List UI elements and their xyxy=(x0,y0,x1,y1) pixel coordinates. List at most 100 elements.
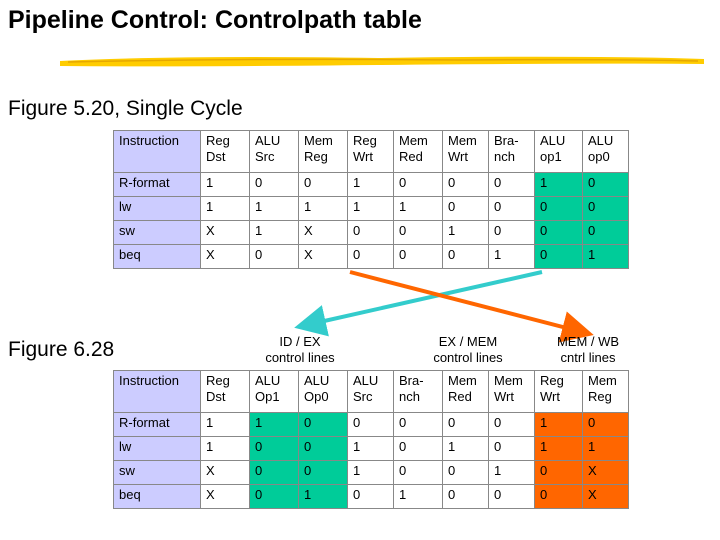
signal-cell: 0 xyxy=(393,436,443,461)
signal-cell: 0 xyxy=(442,484,489,509)
signal-cell: X xyxy=(200,244,250,269)
signal-cell: 0 xyxy=(488,436,535,461)
column-header-line: Wrt xyxy=(353,149,373,164)
signal-cell: 0 xyxy=(347,412,394,437)
signal-cell: 0 xyxy=(582,220,629,245)
instruction-cell: sw xyxy=(113,220,201,245)
single-cycle-control-table: Instruction Reg Dst ALU Src Mem Reg Reg Wrt Mem Re… xyxy=(113,130,629,269)
column-header-line: Red xyxy=(448,389,472,404)
column-header: Reg Dst xyxy=(200,370,250,413)
column-header-line: Op1 xyxy=(255,389,280,404)
signal-cell: 0 xyxy=(488,220,535,245)
signal-cell: 1 xyxy=(534,172,583,197)
column-header: ALU Op0 xyxy=(298,370,348,413)
column-header: Reg Wrt xyxy=(347,130,394,173)
table-row: lw 1 0 0 1 0 1 0 1 1 xyxy=(113,436,629,461)
pipeline-control-table: Instruction Reg Dst ALU Op1 ALU Op0 ALU Src Bra-n… xyxy=(113,370,629,509)
column-header-line: Mem xyxy=(304,133,333,148)
column-header-line: Wrt xyxy=(448,149,468,164)
column-header-line: ALU xyxy=(353,373,379,388)
column-header: Bra-nch xyxy=(393,370,443,413)
signal-cell: 0 xyxy=(534,484,583,509)
column-header: Reg Wrt xyxy=(534,370,583,413)
signal-cell: 0 xyxy=(582,196,629,221)
column-header: Mem Wrt xyxy=(488,370,535,413)
signal-cell: 1 xyxy=(582,244,629,269)
signal-cell: 1 xyxy=(347,436,394,461)
signal-cell: X xyxy=(582,484,629,509)
memwb-control-lines-header: MEM / WB cntrl lines xyxy=(540,334,636,366)
signal-cell: 0 xyxy=(298,460,348,485)
column-header-line: ALU xyxy=(255,373,281,388)
column-header-line: Mem xyxy=(448,373,477,388)
column-header: Instruction xyxy=(113,130,201,173)
column-header-line: ALU xyxy=(304,373,330,388)
column-header: Mem Red xyxy=(442,370,489,413)
figure-pipeline-label: Figure 6.28 xyxy=(8,338,115,361)
column-header-line: ALU xyxy=(255,133,281,148)
column-header-line: Src xyxy=(353,389,373,404)
exmem-header-line2: control lines xyxy=(433,350,503,365)
column-header-line: Reg xyxy=(206,133,230,148)
column-header-line: nch xyxy=(399,389,420,404)
signal-cell: 0 xyxy=(582,412,629,437)
exmem-control-lines-header: EX / MEM control lines xyxy=(398,334,538,366)
table-row: sw X 1 X 0 0 1 0 0 0 xyxy=(113,220,629,245)
signal-cell: 0 xyxy=(347,244,394,269)
signal-cell: 1 xyxy=(249,196,299,221)
signal-cell: 0 xyxy=(442,196,489,221)
signal-cell: 0 xyxy=(393,172,443,197)
header-row: Instruction Reg Dst ALU Src Mem Reg Reg Wrt Mem Re… xyxy=(113,130,629,173)
teal-arrow xyxy=(294,270,543,337)
memwb-header-line1: MEM / WB xyxy=(556,334,620,349)
table-row: beq X 0 X 0 0 0 1 0 1 xyxy=(113,244,629,269)
table-row: R-format 1 1 0 0 0 0 0 1 0 xyxy=(113,412,629,437)
signal-cell: 0 xyxy=(534,220,583,245)
signal-cell: 1 xyxy=(488,460,535,485)
signal-cell: 1 xyxy=(249,412,299,437)
column-header-line: Op0 xyxy=(304,389,329,404)
column-header-line: Dst xyxy=(206,389,226,404)
signal-cell: 1 xyxy=(534,436,583,461)
signal-cell: X xyxy=(298,244,348,269)
signal-cell: 0 xyxy=(393,244,443,269)
column-header-line: Instruction xyxy=(119,373,179,388)
signal-cell: 0 xyxy=(442,244,489,269)
column-header: ALU Src xyxy=(347,370,394,413)
signal-cell: 0 xyxy=(442,460,489,485)
signal-cell: 0 xyxy=(534,460,583,485)
column-header-line: Reg xyxy=(353,133,377,148)
table-row: lw 1 1 1 1 1 0 0 0 0 xyxy=(113,196,629,221)
signal-cell: 0 xyxy=(298,412,348,437)
column-header: Mem Wrt xyxy=(442,130,489,173)
column-header-line: Reg xyxy=(206,373,230,388)
page-title: Pipeline Control: Controlpath table xyxy=(8,6,422,34)
instruction-cell: beq xyxy=(113,244,201,269)
signal-cell: 0 xyxy=(249,244,299,269)
orange-arrow xyxy=(349,270,594,343)
table-row: beq X 0 1 0 1 0 0 0 X xyxy=(113,484,629,509)
signal-cell: 0 xyxy=(298,436,348,461)
column-header-line: Reg xyxy=(588,389,612,404)
column-header-line: Reg xyxy=(540,373,564,388)
column-header-line: Src xyxy=(255,149,275,164)
memwb-header-line2: cntrl lines xyxy=(560,350,616,365)
signal-cell: 1 xyxy=(298,484,348,509)
signal-cell: 0 xyxy=(488,412,535,437)
signal-cell: 0 xyxy=(249,436,299,461)
signal-cell: 0 xyxy=(393,412,443,437)
instruction-cell: lw xyxy=(113,436,201,461)
signal-cell: 1 xyxy=(442,436,489,461)
column-header: Mem Red xyxy=(393,130,443,173)
exmem-header-line1: EX / MEM xyxy=(438,334,498,349)
column-header-line: Bra- xyxy=(399,373,424,388)
column-header: ALU Op1 xyxy=(249,370,299,413)
signal-cell: 0 xyxy=(488,484,535,509)
signal-cell: 0 xyxy=(582,172,629,197)
table-row: sw X 0 0 1 0 0 1 0 X xyxy=(113,460,629,485)
signal-cell: 0 xyxy=(249,484,299,509)
column-header: ALU op0 xyxy=(582,130,629,173)
figure-single-cycle-label: Figure 5.20, Single Cycle xyxy=(8,97,243,120)
idex-header-line2: control lines xyxy=(265,350,335,365)
